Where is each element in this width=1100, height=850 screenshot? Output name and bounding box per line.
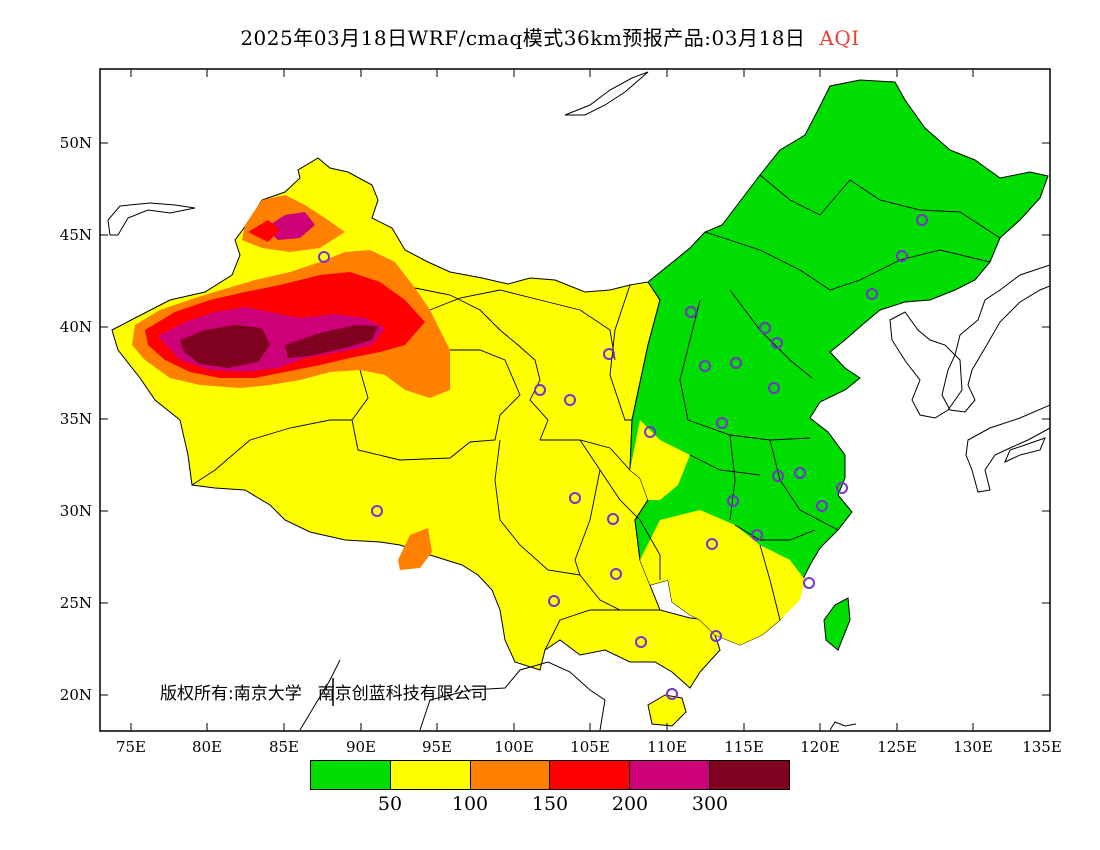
circle-icon [771,337,783,349]
circle-icon [896,250,908,262]
taiwan-island [823,597,851,651]
x-tick-label: 125E [877,738,917,756]
x-tick-label: 100E [494,738,534,756]
title-main: 2025年03月18日WRF/cmaq模式36km预报产品:03月18日 [240,26,806,50]
legend-label: 300 [691,793,729,815]
y-ticks [100,142,1050,696]
circle-icon [644,426,656,438]
circle-icon [866,288,878,300]
plot-frame [99,68,1051,732]
y-tick-label: 25N [59,594,92,612]
legend-label: 100 [451,793,489,815]
circle-icon [685,306,697,318]
copyright-owner-label: 版权所有: [160,684,234,704]
circle-icon [803,577,815,589]
legend-label: 150 [531,793,569,815]
aqi-darkred-region [180,325,270,368]
legend-label: 200 [611,793,649,815]
circle-icon [610,568,622,580]
x-tick-label: 105E [570,738,610,756]
y-tick-label: 45N [59,226,92,244]
circle-icon [548,595,560,607]
y-tick-label: 35N [59,410,92,428]
x-tick-label: 120E [800,738,840,756]
circle-icon [710,630,722,642]
circle-icon [635,636,647,648]
x-tick-label: 80E [191,738,223,756]
east-yellow-patch [640,510,805,645]
x-tick-label: 115E [724,738,764,756]
circle-icon [534,384,546,396]
legend-swatch [550,761,631,789]
china-yellow-region [111,157,721,689]
copyright-org1: 南京大学 [233,684,302,704]
circle-icon [706,538,718,550]
hainan-island [647,694,687,727]
circle-icon [759,322,771,334]
circle-icon [916,214,928,226]
legend-swatch [630,761,711,789]
circle-icon [564,394,576,406]
circle-icon [371,505,383,517]
copyright-text: 版权所有:南京大学 南京创蓝科技有限公司 [160,679,488,704]
x-tick-label: 95E [421,738,453,756]
title-variable: AQI [819,26,860,50]
legend-swatch [470,761,551,789]
circle-icon [716,417,728,429]
copyright-org2: 南京创蓝科技有限公司 [317,684,488,704]
circle-icon [794,467,806,479]
circle-icon [569,492,581,504]
chart-title: 2025年03月18日WRF/cmaq模式36km预报产品:03月18日 AQI [0,22,1100,51]
legend-swatch [311,761,391,789]
circle-icon [768,382,780,394]
y-tick-label: 20N [59,686,92,704]
circle-icon [816,500,828,512]
x-tick-label: 90E [345,738,377,756]
aqi-darkred-strip [285,325,378,358]
x-tick-label: 85E [268,738,300,756]
y-tick-label: 40N [59,318,92,336]
y-tick-label: 30N [59,502,92,520]
circle-icon [730,357,742,369]
province-borders [191,174,1001,651]
east-yellow-patch-2 [630,420,690,500]
map-layers [107,71,1050,731]
circle-icon [666,688,678,700]
circle-icon [699,360,711,372]
x-tick-label: 110E [647,738,687,756]
x-tick-label: 130E [953,738,993,756]
x-tick-label: 135E [1022,738,1062,756]
circle-icon [727,495,739,507]
legend-swatch [390,761,471,789]
aqi-red-north [248,220,280,242]
circle-icon [603,348,615,360]
aqi-purple-north [265,212,315,240]
legend-label: 50 [377,793,403,815]
y-tick-label: 50N [59,134,92,152]
circle-icon [772,470,784,482]
circle-icon [751,529,763,541]
aqi-orange-tibet [398,528,432,570]
legend-swatch [710,761,789,789]
neighbor-outlines [107,71,1050,731]
x-tick-label: 75E [115,738,147,756]
station-markers [318,214,928,700]
circle-icon [607,513,619,525]
circle-icon [836,482,848,494]
color-legend [310,760,790,790]
circle-icon [318,251,330,263]
x-ticks [130,69,1051,731]
